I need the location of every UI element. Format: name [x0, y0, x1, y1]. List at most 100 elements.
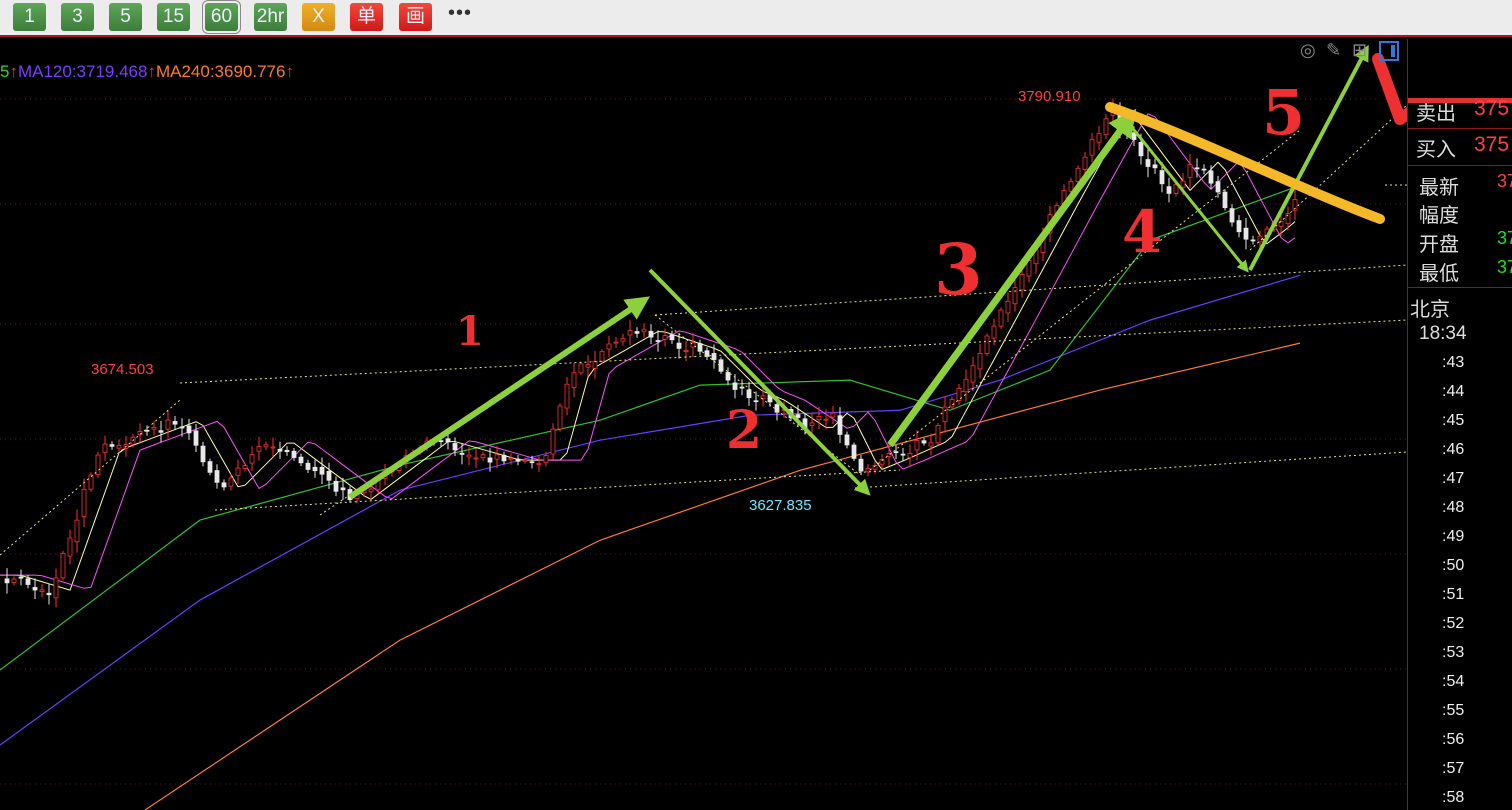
candle-body — [1152, 164, 1158, 169]
green-arrow — [348, 296, 650, 500]
candle-body — [1173, 184, 1179, 195]
quote-value: 375 — [1474, 97, 1510, 120]
time-tick: :55 — [1442, 702, 1465, 719]
candle-body — [662, 335, 668, 340]
candle-body — [676, 342, 682, 349]
candle-body — [151, 426, 157, 430]
candle-body — [711, 353, 717, 361]
candle-body — [18, 576, 24, 579]
high-price-label: 3790.910 — [1018, 88, 1081, 105]
candle-body — [669, 334, 675, 341]
mid-high-price-label: 3674.503 — [91, 361, 154, 378]
trend-line — [1249, 104, 1407, 251]
candle-body — [1096, 133, 1102, 143]
grid-layout-icon[interactable]: ⊞ — [1352, 40, 1368, 60]
green-arrow — [1248, 44, 1369, 271]
candle-body — [53, 577, 59, 599]
candle-body — [844, 434, 850, 446]
draw-button[interactable]: 画 — [399, 3, 432, 31]
candle-body — [599, 351, 605, 362]
candle-body — [704, 350, 710, 357]
candle-body — [998, 309, 1004, 327]
candle-body — [186, 425, 192, 434]
candle-body — [774, 404, 780, 413]
quote-label: 开盘 — [1419, 234, 1459, 256]
candle-body — [263, 444, 269, 448]
candle-body — [1215, 181, 1221, 193]
candle-body — [25, 578, 31, 585]
candle-body — [1229, 208, 1235, 223]
candle-body — [256, 445, 262, 452]
candle-body — [200, 445, 206, 463]
pencil-icon[interactable]: ✎ — [1326, 40, 1342, 60]
ma-line — [0, 184, 1301, 671]
candle-body — [1243, 227, 1249, 240]
candle-body — [221, 482, 227, 488]
time-tick: :57 — [1442, 760, 1465, 777]
candle-body — [1019, 274, 1025, 291]
candle-body — [1166, 186, 1172, 194]
candle-body — [11, 578, 17, 584]
candle-body — [494, 454, 500, 460]
candle-body — [753, 400, 759, 403]
quote-value: 37 — [1497, 228, 1512, 248]
quote-row-bid: 买入 375 — [1416, 133, 1509, 162]
period-15-button[interactable]: 15 — [157, 3, 190, 31]
candle-body — [459, 452, 465, 455]
candle-body — [536, 462, 542, 466]
candle-body — [165, 419, 171, 430]
time-tick: :58 — [1442, 789, 1465, 806]
candle-body — [235, 467, 241, 476]
candle-body — [466, 454, 472, 458]
period-2hr-button[interactable]: 2hr — [254, 3, 287, 31]
candle-body — [207, 461, 213, 473]
candle-body — [1285, 213, 1291, 225]
time-tick: :53 — [1442, 644, 1465, 661]
period-5-button[interactable]: 5 — [109, 3, 142, 31]
candle-body — [837, 415, 843, 435]
period-60-button[interactable]: 60 — [202, 0, 241, 34]
candle-body — [1187, 164, 1193, 178]
trend-line — [869, 129, 1301, 471]
candle-body — [893, 451, 899, 454]
quote-value: 37 — [1497, 257, 1512, 277]
candle-body — [732, 382, 738, 390]
candle-body — [613, 341, 619, 344]
candle-body — [67, 537, 73, 557]
legend-arrow: ↑ — [147, 62, 156, 81]
candle-body — [578, 363, 584, 374]
x-button[interactable]: X — [302, 3, 335, 31]
red-scribble — [1372, 53, 1407, 125]
short-ma-line — [0, 115, 1296, 591]
candle-body — [60, 553, 66, 579]
time-tick: :54 — [1442, 673, 1465, 690]
candle-body — [1180, 180, 1186, 188]
time-tick: :52 — [1442, 615, 1465, 632]
green-arrow — [887, 108, 1137, 448]
candle-body — [277, 448, 283, 452]
panel-toggle-icon[interactable] — [1379, 41, 1399, 61]
kline-chart[interactable] — [0, 39, 1407, 810]
candle-body — [487, 457, 493, 463]
candle-body — [949, 399, 955, 408]
time-tick: :45 — [1442, 412, 1465, 429]
candle-body — [984, 335, 990, 354]
candle-body — [172, 421, 178, 425]
candle-body — [571, 372, 577, 388]
candle-body — [501, 454, 507, 462]
green-arrow — [1128, 124, 1249, 273]
period-3-button[interactable]: 3 — [61, 3, 94, 31]
candle-body — [270, 446, 276, 449]
more-button[interactable]: ••• — [448, 2, 473, 24]
trend-line — [179, 319, 1407, 384]
time-tick: :51 — [1442, 586, 1465, 603]
candle-body — [606, 343, 612, 350]
candle-body — [585, 364, 591, 368]
candle-body — [1138, 141, 1144, 157]
period-1-button[interactable]: 1 — [13, 3, 46, 31]
legend-arrow: ↑ — [285, 62, 294, 81]
candle-body — [158, 430, 164, 433]
single-button[interactable]: 单 — [350, 3, 383, 31]
candle-body — [928, 442, 934, 447]
eye-hide-icon[interactable]: ◎ — [1300, 40, 1316, 60]
